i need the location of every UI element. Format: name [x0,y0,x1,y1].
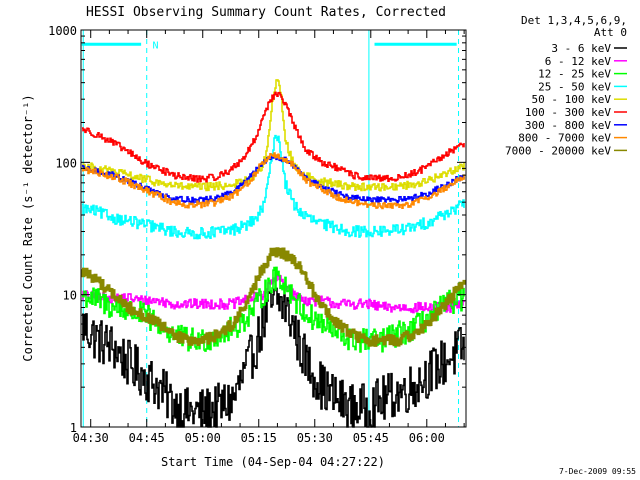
x-tick-label: 05:45 [353,431,389,445]
y-tick-label: 10 [63,289,77,303]
y-tick-label: 100 [55,156,77,170]
y-axis-label: Corrected Count Rate (s⁻¹ detector⁻¹) [21,94,35,361]
x-tick-label: 06:00 [409,431,445,445]
timestamp: 7-Dec-2009 09:55 [559,467,636,476]
orbit-bar-label: N [152,40,158,51]
x-tick-label: 05:15 [241,431,277,445]
legend-label: 6 - 12 keV [545,55,612,68]
y-tick-label: 1 [70,421,77,435]
series-line [81,247,466,347]
series-line [82,266,465,353]
series-line [82,91,465,183]
series-lines [81,79,466,428]
y-tick-label: 1000 [48,24,77,38]
legend-label: 100 - 300 keV [525,106,611,119]
legend-header-line-2: Att 0 [594,26,627,39]
legend-label: 50 - 100 keV [532,93,612,106]
legend-label: 7000 - 20000 keV [505,144,611,157]
plot-frame [80,29,467,428]
x-tick-label: 05:00 [185,431,221,445]
legend-label: 800 - 7000 keV [518,132,611,145]
legend-header-line-1: Det 1,3,4,5,6,9, [521,14,627,27]
legend-label: 300 - 800 keV [525,119,611,132]
series-line [82,79,465,192]
x-axis-label: Start Time (04-Sep-04 04:27:22) [161,455,385,469]
series-line [82,134,465,240]
orbit-overlay: N [81,30,460,427]
x-tick-label: 05:30 [297,431,333,445]
series-line [82,287,465,428]
axis-ticks: 04:30 04:45 05:00 05:15 05:30 05:45 06:00 1 10 10… [48,24,466,445]
series-line [82,152,465,210]
chart-title: HESSI Observing Summary Count Rates, Cor… [86,5,446,20]
legend-label: 12 - 25 keV [538,68,611,81]
x-tick-label: 04:45 [129,431,165,445]
legend-label: 25 - 50 keV [538,80,611,93]
x-tick-label: 04:30 [73,431,109,445]
legend-label: 3 - 6 keV [551,42,611,55]
